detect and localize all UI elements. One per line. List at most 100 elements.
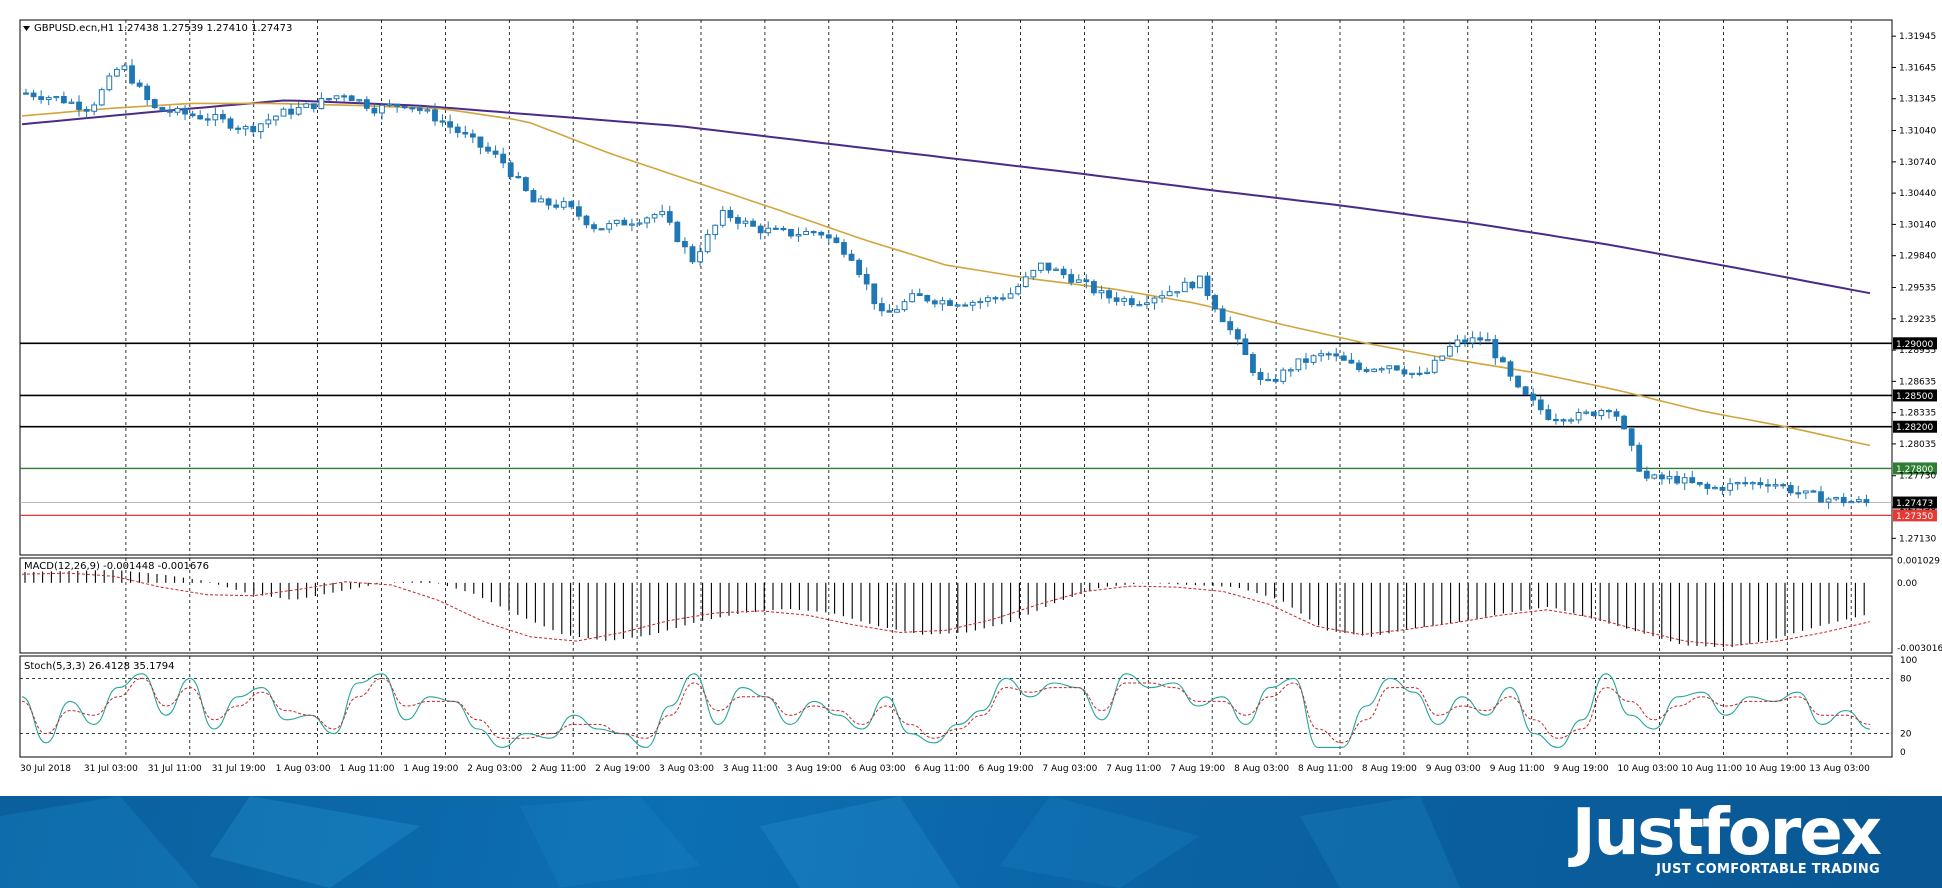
candle-body	[697, 251, 703, 263]
candle-body	[371, 107, 378, 114]
candle-body	[432, 109, 438, 122]
x-tick-label: 1 Aug 03:00	[276, 764, 331, 774]
macd-y-tick-label: -0.003016	[1897, 644, 1942, 654]
candle-body	[1689, 477, 1696, 484]
y-tick-label: 1.31645	[1899, 63, 1936, 73]
x-tick-label: 8 Aug 03:00	[1234, 764, 1289, 774]
candle-body	[1424, 371, 1431, 375]
candle-body	[151, 99, 158, 109]
level-label: 1.28200	[1896, 423, 1933, 433]
candle-body	[992, 297, 999, 300]
candle-body	[1787, 485, 1794, 494]
candle-body	[1734, 482, 1741, 485]
candle-body	[719, 210, 726, 226]
x-tick-label: 31 Jul 03:00	[84, 764, 138, 774]
candle-body	[1060, 268, 1067, 276]
brand-logo: Justforex	[1571, 796, 1882, 870]
candle-body	[666, 211, 673, 223]
candle-body	[1446, 345, 1453, 357]
y-tick-label: 1.27430	[1899, 503, 1936, 513]
candle-body	[1295, 358, 1302, 371]
candle-body	[712, 224, 719, 236]
candle-body	[159, 107, 166, 112]
ma-fast-line	[21, 102, 1871, 447]
candle-body	[1545, 409, 1552, 420]
candle-body	[1053, 268, 1059, 271]
x-tick-label: 3 Aug 11:00	[723, 764, 778, 774]
level-label: 1.28500	[1896, 392, 1933, 402]
level-label: 1.29000	[1896, 340, 1933, 350]
candle-body	[848, 253, 855, 261]
candle-body	[257, 123, 264, 133]
candle-body	[1613, 411, 1620, 417]
footer-shape-2	[210, 796, 420, 888]
y-tick-label: 1.28635	[1899, 377, 1936, 387]
candle-body	[810, 231, 817, 234]
candle-body	[1234, 329, 1241, 340]
candle-body	[288, 108, 294, 115]
candle-body	[454, 126, 461, 133]
candle-body	[1181, 281, 1188, 293]
candle-body	[522, 177, 529, 192]
candle-body	[977, 300, 984, 304]
candle-body	[60, 96, 67, 104]
candle-body	[1030, 269, 1037, 278]
candle-body	[1439, 355, 1446, 361]
stoch-y-tick-label: 0	[1900, 748, 1906, 758]
candle-body	[629, 223, 635, 226]
candle-body	[1499, 357, 1506, 363]
candle-body	[939, 300, 946, 305]
y-tick-label: 1.30440	[1899, 189, 1936, 199]
candle-body	[1037, 262, 1044, 271]
stoch-panel-frame	[19, 655, 1893, 758]
candle-body	[227, 118, 234, 129]
candle-body	[341, 95, 347, 98]
candle-body	[1628, 428, 1635, 446]
candle-body	[1681, 477, 1688, 484]
candle-body	[1325, 353, 1332, 356]
candle-body	[1757, 482, 1764, 486]
candle-body	[129, 65, 135, 84]
candle-body	[1659, 474, 1665, 480]
candle-body	[1401, 369, 1408, 375]
candle-body	[1250, 354, 1256, 373]
candle-body	[1643, 470, 1650, 479]
candle-body	[333, 95, 340, 100]
candle-body	[1530, 393, 1537, 401]
candle-body	[1409, 372, 1415, 375]
x-tick-label: 1 Aug 11:00	[340, 764, 395, 774]
candle-body	[1462, 339, 1468, 344]
candle-body	[182, 107, 188, 115]
stoch-y-tick-label: 100	[1900, 656, 1917, 666]
candle-body	[757, 225, 764, 234]
current-price-label: 1.27473	[1896, 499, 1933, 509]
candle-body	[174, 107, 181, 113]
candle-body	[682, 241, 688, 248]
candle-body	[30, 92, 37, 98]
macd-y-tick-label: 0.00	[1897, 579, 1917, 589]
ma-layer	[21, 99, 1871, 447]
candle-body	[659, 211, 666, 216]
x-tick-label: 30 Jul 2018	[20, 764, 71, 774]
x-tick-label: 31 Jul 19:00	[212, 764, 266, 774]
stoch-main-line	[21, 673, 1871, 748]
x-tick-label: 3 Aug 19:00	[787, 764, 842, 774]
candle-body	[401, 105, 408, 109]
x-tick-label: 10 Aug 19:00	[1745, 764, 1806, 774]
candle-body	[53, 96, 60, 99]
candle-body	[1666, 475, 1673, 480]
x-tick-label: 7 Aug 11:00	[1106, 764, 1161, 774]
stoch-layer	[20, 673, 1892, 748]
candle-body	[916, 293, 923, 297]
candle-body	[1416, 372, 1423, 375]
x-tick-label: 9 Aug 11:00	[1490, 764, 1545, 774]
brand-footer: Justforex JUST COMFORTABLE TRADING	[0, 796, 1942, 888]
candle-body	[553, 204, 560, 208]
candle-body	[984, 297, 991, 302]
level-label-bg	[1893, 389, 1937, 402]
candle-body	[841, 242, 847, 255]
candle-body	[250, 125, 257, 133]
candle-body	[1227, 321, 1234, 331]
candle-body	[545, 198, 552, 206]
symbol-dropdown-icon[interactable]	[23, 26, 30, 31]
